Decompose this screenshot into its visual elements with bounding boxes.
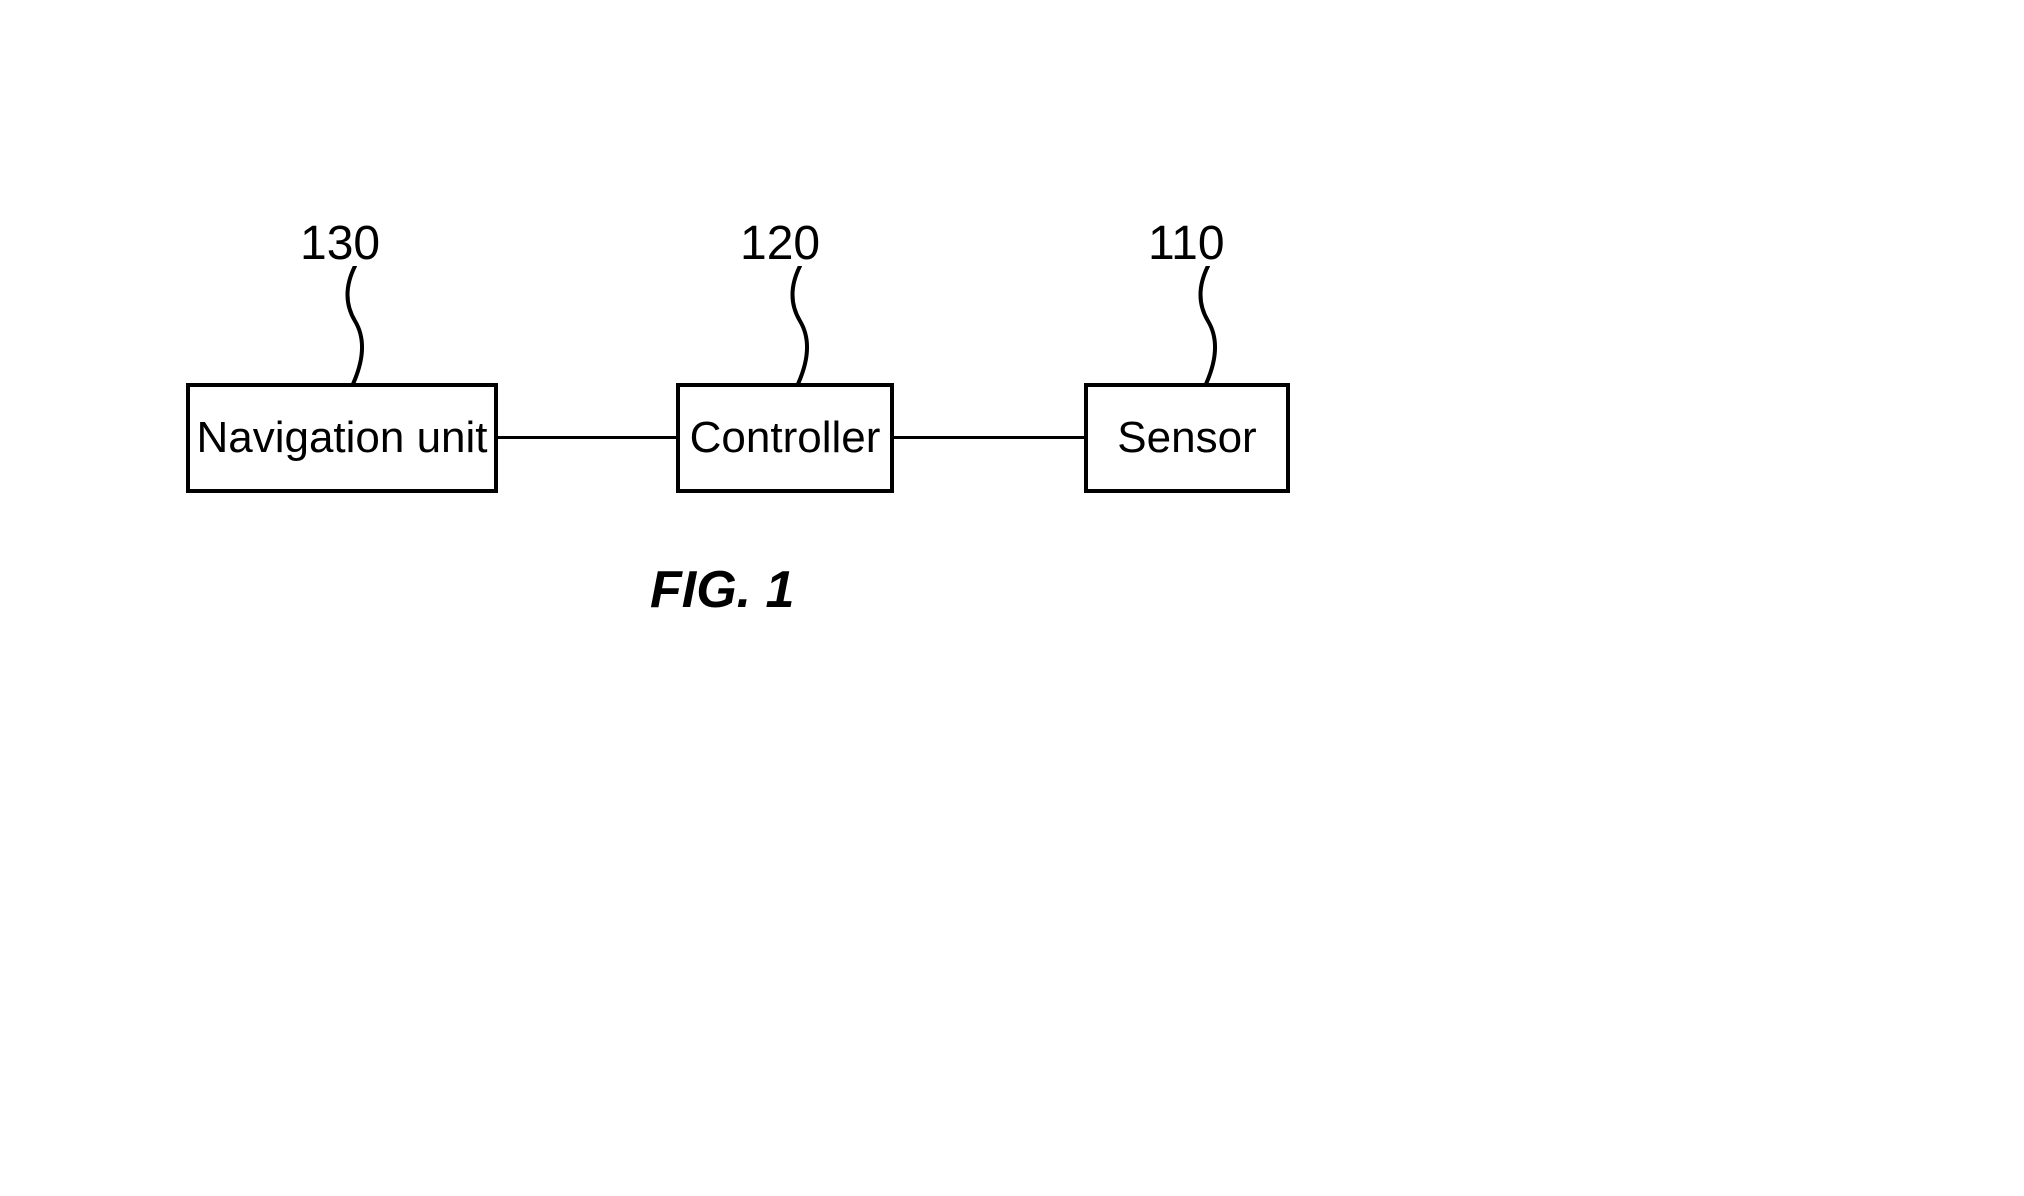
block-diagram: 130 120 110 Navigation unit Controller S… [0, 0, 2024, 1196]
ref-number-120: 120 [740, 216, 820, 271]
node-label: Navigation unit [196, 413, 487, 463]
node-navigation-unit: Navigation unit [186, 383, 498, 493]
node-label: Sensor [1117, 413, 1256, 463]
leader-line-110 [1188, 266, 1228, 386]
ref-number-130: 130 [300, 216, 380, 271]
node-controller: Controller [676, 383, 894, 493]
figure-caption: FIG. 1 [650, 560, 794, 620]
node-sensor: Sensor [1084, 383, 1290, 493]
ref-number-110: 110 [1148, 216, 1225, 271]
edge-nav-to-controller [498, 436, 676, 439]
leader-line-130 [335, 266, 375, 386]
edge-controller-to-sensor [894, 436, 1084, 439]
node-label: Controller [690, 413, 881, 463]
leader-line-120 [780, 266, 820, 386]
